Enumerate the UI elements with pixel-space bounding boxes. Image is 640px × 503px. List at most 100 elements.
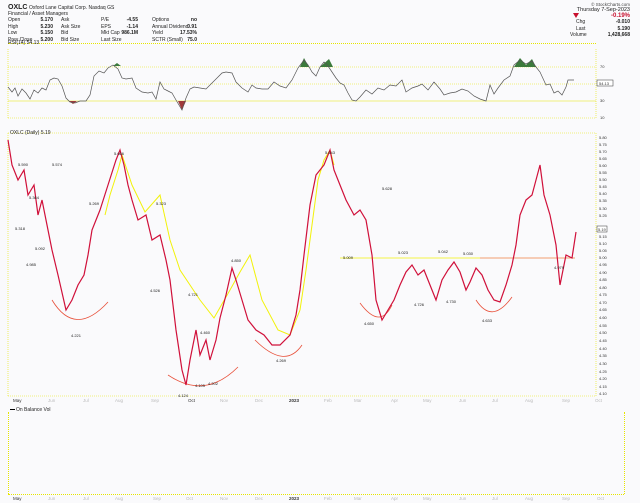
price-tick: 5.60 (599, 163, 607, 168)
price-tick: 4.10 (599, 391, 607, 396)
x-label: Feb (324, 398, 332, 403)
percent-change: -0.19% (610, 13, 630, 19)
obv-x-label: Jun (459, 496, 467, 501)
price-annotation: 4.526 (150, 288, 161, 293)
quote-label: SCTR (Small) (152, 36, 183, 43)
price-annotation: 5.574 (52, 162, 63, 167)
price-tick: 4.15 (599, 384, 607, 389)
quote-label: Ask Size (61, 23, 81, 30)
legend-line-icon (10, 409, 15, 411)
price-tick: 5.10 (599, 241, 607, 246)
quote-label: Chg (576, 19, 586, 25)
obv-x-label: Feb (324, 496, 332, 501)
rsi-current: 54.13 (599, 81, 610, 86)
price-annotation: 4.633 (482, 318, 493, 323)
obv-x-label: Apr (391, 496, 399, 501)
price-tick: 5.40 (599, 191, 607, 196)
price-annotation: 5.364 (29, 195, 40, 200)
obv-left-border (8, 412, 10, 494)
quote-value: 5.230 (40, 23, 53, 30)
price-tick: 4.50 (599, 330, 607, 335)
price-annotation: 5.643 (325, 150, 336, 155)
price-tick: 4.90 (599, 270, 607, 275)
quote-label: Bid (61, 30, 69, 36)
rsi-tick: 30 (600, 98, 605, 103)
price-annotation: 5.269 (89, 201, 100, 206)
x-label: Dec (255, 398, 264, 403)
quote-value: 5.190 (617, 25, 630, 32)
price-tick: 5.25 (599, 213, 607, 218)
price-tick: 5.50 (599, 177, 607, 182)
x-label: Oct (188, 398, 196, 403)
quote-label: Bid Size (61, 36, 80, 43)
x-label: May (423, 398, 432, 403)
price-annotation: 4.726 (414, 302, 425, 307)
price-current: 5.19 (598, 227, 606, 232)
obv-x-label: 2023 (289, 496, 300, 501)
obv-x-label: May (423, 496, 432, 501)
quote-value: no (190, 17, 197, 23)
quote-label: Prev Close (8, 36, 33, 43)
quote-label: Options (152, 17, 170, 23)
quote-label: Low (8, 30, 18, 36)
obv-x-label: Aug (525, 496, 534, 501)
price-annotation: 5.628 (382, 186, 393, 191)
price-tick: 5.75 (599, 142, 607, 147)
quote-col-1: Open 5.170 High 5.230 Low 5.150 Prev Close 5… (8, 17, 53, 45)
quote-label: High (8, 23, 19, 30)
price-tick: 5.00 (599, 255, 607, 260)
price-tick: 5.15 (599, 234, 607, 239)
quote-label: Open (8, 17, 21, 23)
quote-value: -0.010 (615, 19, 630, 25)
obv-x-label: Oct (186, 496, 194, 501)
quote-label: Yield (152, 30, 163, 36)
price-annotation: 5.042 (438, 249, 449, 254)
price-tick: 5.80 (599, 135, 607, 140)
price-tick: 4.35 (599, 353, 607, 358)
price-annotation: 4.850 (231, 258, 242, 263)
quote-value: 17.53% (180, 30, 197, 36)
rsi-label-text: RSI(14) 54.13 (8, 40, 40, 46)
price-annotation: 5.009 (343, 255, 354, 260)
obv-x-label: Jul (492, 496, 498, 501)
obv-x-label: Nov (220, 496, 229, 501)
obv-x-label: Jun (48, 496, 56, 501)
price-tick: 4.70 (599, 300, 607, 305)
price-tick: 4.65 (599, 307, 607, 312)
quote-value: 986.1M (121, 30, 138, 36)
price-annotation: 5.092 (35, 246, 46, 251)
price-annotation: 4.730 (446, 299, 457, 304)
obv-x-label: Sep (153, 496, 162, 501)
ticker-symbol: OXLC (8, 4, 28, 11)
obv-x-label: May (13, 496, 22, 501)
down-arrow-icon (573, 13, 579, 18)
x-label: Apr (391, 398, 399, 403)
obv-x-label: Jul (83, 496, 89, 501)
price-annotation: 4.721 (188, 292, 199, 297)
quote-label: Mkt Cap (101, 30, 120, 36)
rsi-label: RSI(14) 54.13 (8, 40, 39, 46)
price-annotation: 4.105 (195, 383, 206, 388)
quote-value: -1.14 (126, 23, 138, 30)
rsi-tick: 70 (600, 64, 605, 69)
obv-x-label: Oct (597, 496, 605, 501)
quote-value: 0.91 (187, 23, 197, 30)
price-annotation: 5.590 (18, 162, 29, 167)
price-tick: 5.05 (599, 248, 607, 253)
price-tick: 5.35 (599, 198, 607, 203)
quote-value: -4.55 (126, 17, 138, 23)
obv-x-label: Sep (562, 496, 571, 501)
price-annotation: 4.221 (71, 333, 82, 338)
price-tick: 5.45 (599, 184, 607, 189)
x-label: Jun (459, 398, 467, 403)
price-tick: 4.30 (599, 361, 607, 366)
company-name: Oxford Lane Capital Corp. Nasdaq GS (29, 5, 115, 11)
x-label: Oct (595, 398, 603, 403)
price-annotation: 5.030 (463, 251, 474, 256)
copyright: © StockCharts.com (591, 2, 630, 7)
price-annotation: 4.650 (364, 321, 375, 326)
price-tick: 5.30 (599, 206, 607, 211)
price-annotation: 4.979 (554, 265, 565, 270)
obv-x-label: Dec (255, 496, 264, 501)
